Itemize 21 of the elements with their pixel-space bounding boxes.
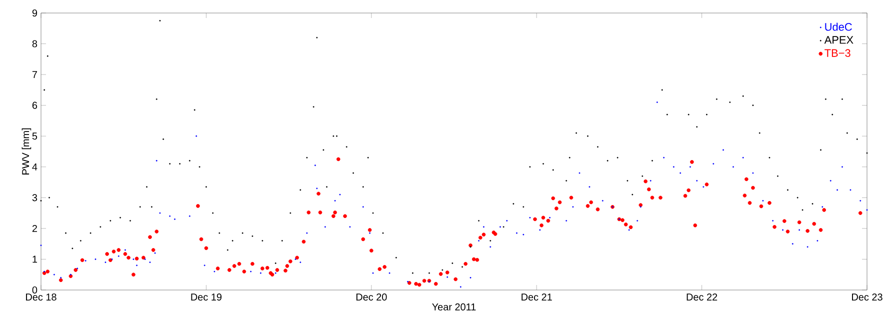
y-tick-label: 4 (32, 163, 38, 170)
x-tick-label: Dec 22 (686, 294, 718, 301)
x-tick-label: Dec 20 (356, 294, 387, 301)
y-tick-label: 6 (32, 102, 38, 109)
x-tick-label: Dec 19 (191, 294, 222, 301)
x-tick-label: Dec 18 (26, 294, 56, 301)
y-tick-label: 2 (32, 224, 37, 232)
legend-label: UdeC (825, 22, 852, 31)
x-axis-title: Year 2011 (432, 303, 476, 310)
y-tick-label: 3 (32, 194, 38, 202)
y-tick-label: 8 (32, 40, 38, 48)
y-axis-title: PWV [mm] (22, 128, 32, 174)
x-tick-label: Dec 21 (522, 294, 552, 301)
y-tick-label: 7 (32, 71, 37, 78)
legend-label: APEX (824, 36, 854, 44)
x-tick-label: Dec 23 (852, 294, 882, 301)
y-tick-label: 1 (32, 256, 37, 263)
y-tick-label: 0 (32, 286, 38, 294)
y-tick-label: 9 (32, 9, 38, 17)
legend-label: TB−3 (824, 49, 850, 57)
y-tick-label: 5 (32, 132, 38, 140)
